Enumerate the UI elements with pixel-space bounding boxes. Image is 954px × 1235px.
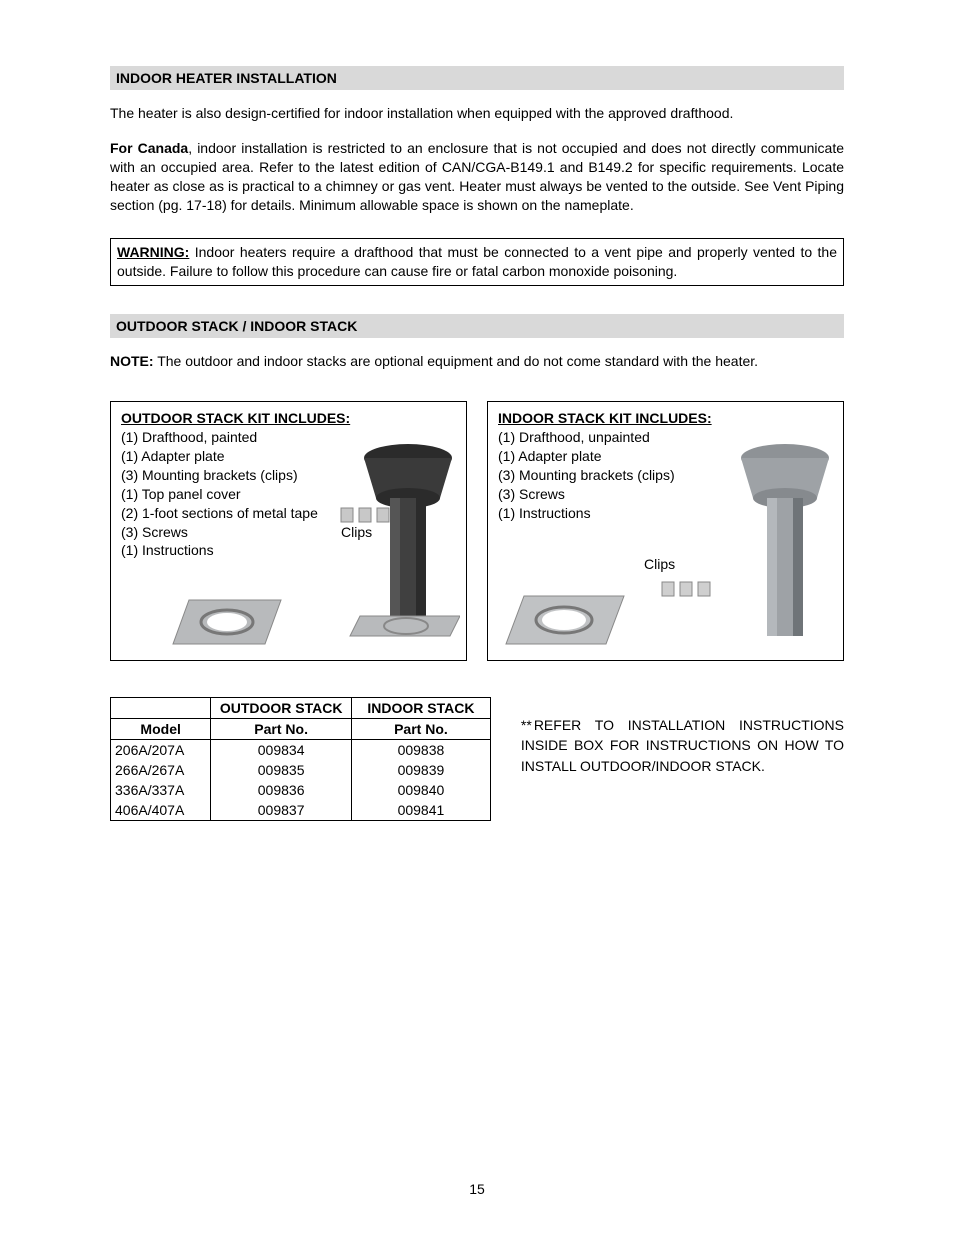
outdoor-kit-title: OUTDOOR STACK KIT INCLUDES:: [121, 410, 456, 426]
col-header-outdoor: OUTDOOR STACK: [211, 698, 352, 719]
asterisks: **: [521, 717, 532, 733]
sub-header-partno-indoor: Part No.: [351, 719, 490, 740]
lower-row: OUTDOOR STACK INDOOR STACK Model Part No…: [110, 697, 844, 821]
install-note: **REFER TO INSTALLATION INSTRUCTIONS INS…: [521, 697, 844, 776]
section-header-outdoor-indoor-stack: OUTDOOR STACK / INDOOR STACK: [110, 314, 844, 338]
table-cell: 266A/267A: [111, 760, 211, 780]
note-text: The outdoor and indoor stacks are option…: [154, 353, 758, 369]
table-cell: 336A/337A: [111, 780, 211, 800]
install-note-text: REFER TO INSTALLATION INSTRUCTIONS INSID…: [521, 717, 844, 774]
table-cell: 009838: [351, 740, 490, 761]
col-header-indoor: INDOOR STACK: [351, 698, 490, 719]
note-paragraph: NOTE: The outdoor and indoor stacks are …: [110, 352, 844, 371]
table-row: Model Part No. Part No.: [111, 719, 491, 740]
for-canada-text: , indoor installation is restricted to a…: [110, 140, 844, 213]
table-row: 206A/207A 009834 009838: [111, 740, 491, 761]
warning-label: WARNING:: [117, 244, 189, 260]
table-cell: 206A/207A: [111, 740, 211, 761]
table-cell: 009837: [211, 800, 352, 821]
parts-table: OUTDOOR STACK INDOOR STACK Model Part No…: [110, 697, 491, 821]
indoor-kit-box: INDOOR STACK KIT INCLUDES: (1) Drafthood…: [487, 401, 844, 661]
table-row: 406A/407A 009837 009841: [111, 800, 491, 821]
sub-header-model: Model: [111, 719, 211, 740]
section-header-indoor-heater: INDOOR HEATER INSTALLATION: [110, 66, 844, 90]
outdoor-kit-box: OUTDOOR STACK KIT INCLUDES: (1) Drafthoo…: [110, 401, 467, 661]
table-cell: 009839: [351, 760, 490, 780]
clips-label-indoor: Clips: [644, 556, 675, 572]
page-number: 15: [0, 1181, 954, 1197]
note-label: NOTE:: [110, 353, 154, 369]
warning-text: Indoor heaters require a drafthood that …: [117, 244, 837, 279]
clips-label-outdoor: Clips: [341, 524, 372, 540]
table-cell: 009840: [351, 780, 490, 800]
table-row: OUTDOOR STACK INDOOR STACK: [111, 698, 491, 719]
adapter-plate-icon: [498, 582, 628, 652]
sub-header-partno-outdoor: Part No.: [211, 719, 352, 740]
indoor-kit-title: INDOOR STACK KIT INCLUDES:: [498, 410, 833, 426]
warning-box: WARNING: Indoor heaters require a drafth…: [110, 238, 844, 286]
paragraph-intro: The heater is also design-certified for …: [110, 104, 844, 123]
clips-icon: [660, 576, 714, 600]
table-cell: 009834: [211, 740, 352, 761]
table-row: 266A/267A 009835 009839: [111, 760, 491, 780]
drafthood-icon: [707, 426, 837, 644]
kits-row: OUTDOOR STACK KIT INCLUDES: (1) Drafthoo…: [110, 401, 844, 661]
table-cell: 406A/407A: [111, 800, 211, 821]
table-cell: 009836: [211, 780, 352, 800]
paragraph-canada: For Canada, indoor installation is restr…: [110, 139, 844, 215]
for-canada-label: For Canada: [110, 140, 188, 156]
adapter-plate-icon: [165, 588, 285, 652]
page: INDOOR HEATER INSTALLATION The heater is…: [0, 0, 954, 1235]
table-row: 336A/337A 009836 009840: [111, 780, 491, 800]
table-cell: 009841: [351, 800, 490, 821]
clips-icon: [339, 502, 393, 526]
table-cell: 009835: [211, 760, 352, 780]
